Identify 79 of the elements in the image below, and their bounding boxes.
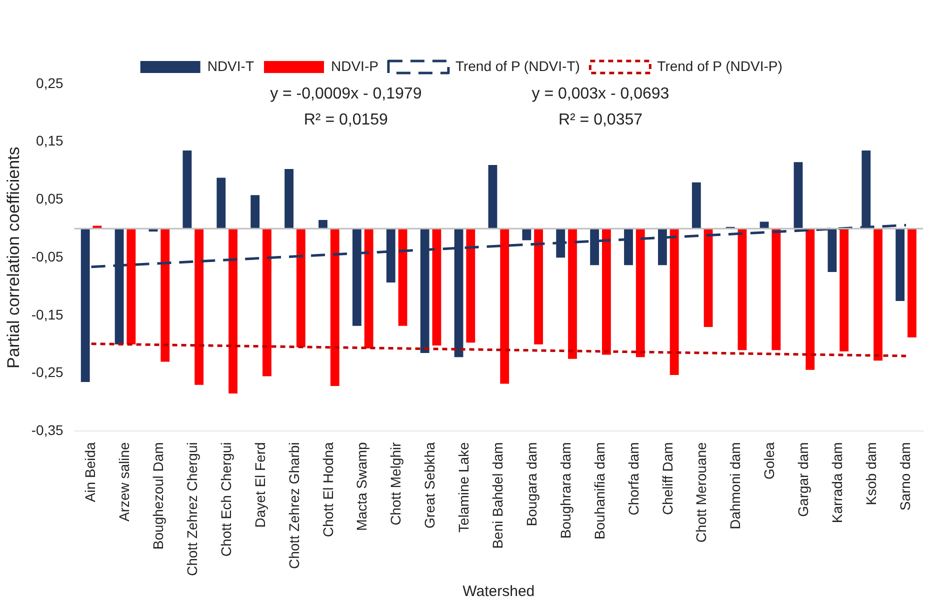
y-tick-label: 0,05 [36, 190, 64, 207]
bar [636, 228, 645, 358]
bar [488, 165, 498, 229]
y-axis-title: Partial correlation coefficients [4, 146, 23, 368]
x-tick-label: Beni Bahdel dam [490, 442, 506, 549]
bar [840, 228, 849, 352]
x-tick-label: Chott Zehrez Gharbi [286, 442, 302, 570]
x-tick-label: Ksob dam [862, 442, 879, 506]
x-tick-label: Macta Swamp [354, 442, 370, 531]
bar [160, 228, 170, 362]
x-tick-label: Chott Merouane [693, 442, 710, 543]
x-tick-label: Dahmoni dam [727, 442, 744, 530]
x-tick-label: Boughezoul Dam [150, 442, 166, 550]
annotation: y = 0,003x - 0,0693 [532, 85, 670, 102]
bar [398, 228, 408, 326]
bar [568, 228, 577, 359]
legend-label: Trend of P (NDVI-P) [657, 58, 782, 74]
bar [364, 228, 374, 348]
x-tick-label: Dayet El Ferd [252, 442, 268, 528]
y-tick-label: 0,25 [36, 74, 64, 91]
bar [194, 228, 204, 385]
bar [624, 228, 633, 266]
x-tick-label: Gargar dam [795, 442, 812, 517]
bar [216, 178, 226, 229]
bar [466, 228, 476, 343]
x-tick-label: Arzew saline [116, 442, 132, 522]
bar [330, 228, 340, 386]
legend-label: Trend of P (NDVI-T) [455, 58, 580, 74]
bar [760, 222, 769, 229]
x-tick-label: Ain Beida [82, 442, 98, 502]
annotation: R² = 0,0159 [304, 111, 388, 128]
bar [296, 228, 306, 348]
x-tick-label: Bougara dam [523, 442, 540, 526]
bar [874, 228, 882, 361]
x-tick-label: Boughrara dam [557, 442, 574, 539]
bar [590, 228, 600, 266]
bar [670, 228, 679, 376]
bar [126, 228, 136, 344]
bar [806, 228, 815, 370]
bar [228, 228, 238, 394]
x-axis-title: Watershed [462, 583, 535, 600]
x-tick-label: Great Sebkha [422, 442, 438, 529]
bar [500, 228, 510, 384]
annotation: R² = 0,0357 [558, 111, 643, 128]
y-tick-label: 0,15 [36, 132, 64, 149]
bar [896, 228, 905, 301]
annotation: y = -0,0009x - 0,1979 [270, 85, 422, 102]
bar [908, 228, 916, 338]
x-tick-label: Bouhanifia dam [591, 442, 608, 540]
x-tick-label: Chott Zehrez Chergui [184, 442, 200, 576]
y-tick-label: -0,15 [31, 306, 64, 322]
bar [738, 228, 747, 350]
bar [692, 182, 701, 229]
bar [318, 220, 328, 229]
x-tick-label: Golea [761, 442, 778, 480]
x-tick-label: Chorfa dam [625, 442, 642, 516]
bar [704, 228, 713, 328]
bar [432, 228, 442, 346]
x-tick-label: Chott El Hodna [320, 442, 336, 538]
y-tick-label: -0,05 [31, 248, 64, 264]
bar [534, 228, 543, 344]
x-tick-label: Telamine Lake [456, 442, 472, 532]
bar [772, 228, 781, 350]
bar [522, 228, 532, 240]
bar [284, 169, 294, 229]
x-tick-label: Chott Ech Chergui [218, 442, 234, 557]
legend-label: NDVI-P [330, 58, 378, 74]
bar [182, 150, 192, 229]
bar [262, 228, 272, 376]
legend-label: NDVI-T [207, 58, 254, 74]
x-tick-label: Chott Melghir [388, 442, 404, 526]
bar [250, 195, 260, 229]
bar [602, 228, 611, 355]
bar [658, 228, 667, 266]
y-tick-label: -0,35 [31, 422, 64, 438]
x-tick-label: Sarno dam [896, 442, 913, 511]
x-tick-label: Karrada dam [828, 442, 845, 524]
y-tick-label: -0,25 [31, 364, 64, 380]
x-tick-label: Cheliff Dam [659, 442, 676, 516]
